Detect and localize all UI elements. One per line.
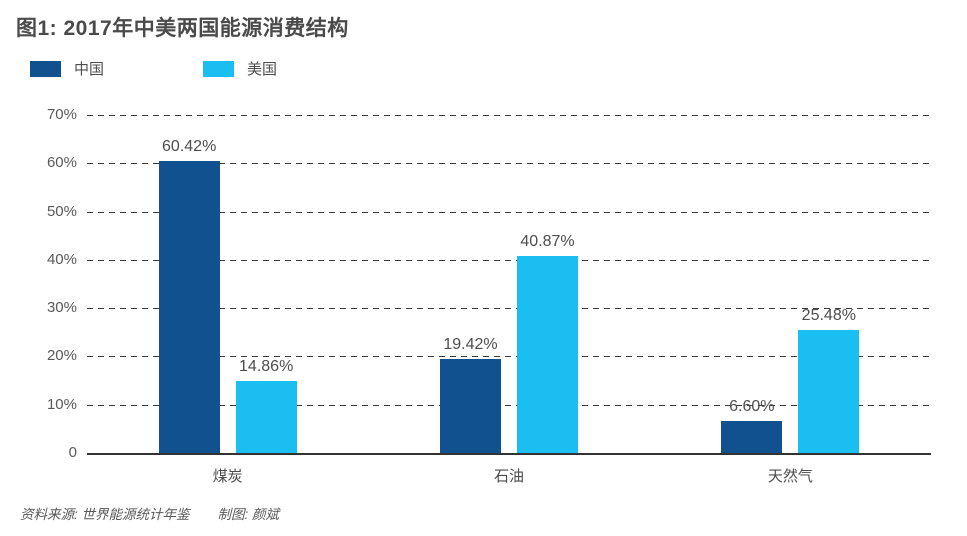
bar-value-label: 60.42% xyxy=(162,138,217,156)
bar-value-label: 6.60% xyxy=(729,398,775,416)
bar-groups: 60.42% 14.86% 19.42% 40.87% 6.60% 25.48% xyxy=(87,115,931,453)
gridline xyxy=(87,356,931,358)
bar-value-label: 40.87% xyxy=(520,232,575,250)
bar-美国-天然气: 25.48% xyxy=(798,307,860,453)
x-axis: 煤炭 石油 天然气 xyxy=(87,466,931,488)
y-tick-label: 40% xyxy=(46,250,77,268)
y-tick-label: 0 xyxy=(68,444,77,461)
legend-swatch xyxy=(203,60,235,77)
gridline xyxy=(87,259,931,261)
gridline xyxy=(87,308,931,310)
y-axis-labels: 70% 60% 50% 40% 30% 20% 10% 0 xyxy=(0,106,77,461)
bar-group-2: 19.42% 40.87% xyxy=(368,115,649,453)
bar-中国-天然气: 6.60% xyxy=(721,398,783,453)
gridline xyxy=(87,404,931,406)
y-tick-label: 20% xyxy=(46,347,77,365)
category-label: 天然气 xyxy=(767,468,813,485)
legend-label: 美国 xyxy=(247,61,278,78)
bar-中国-石油: 19.42% xyxy=(439,336,501,453)
gridline xyxy=(87,163,931,165)
category-label: 煤炭 xyxy=(212,468,243,485)
footer: 资料来源: 世界能源统计年鉴 制图: 颜斌 xyxy=(20,503,279,523)
gridline xyxy=(87,211,931,213)
legend: 中国 美国 xyxy=(30,58,277,79)
credit-text: 制图: 颜斌 xyxy=(217,507,280,522)
y-tick-label: 50% xyxy=(46,202,77,220)
gridline xyxy=(87,115,931,116)
bar-value-label: 25.48% xyxy=(801,306,856,324)
chart-title: 图1: 2017年中美两国能源消费结构 xyxy=(16,17,349,40)
y-tick-label: 60% xyxy=(46,154,77,172)
source-text: 资料来源: 世界能源统计年鉴 xyxy=(20,507,190,522)
legend-item: 中国 xyxy=(30,58,104,79)
bar-value-label: 14.86% xyxy=(239,358,294,376)
y-tick-label: 10% xyxy=(46,395,77,413)
plot-area: 60.42% 14.86% 19.42% 40.87% 6.60% 25.48% xyxy=(87,115,931,455)
legend-label: 中国 xyxy=(74,61,105,78)
category-label: 石油 xyxy=(493,468,524,485)
legend-item: 美国 xyxy=(203,58,277,79)
legend-swatch xyxy=(30,60,61,77)
bar-group-3: 6.60% 25.48% xyxy=(650,115,931,453)
bar-group-1: 60.42% 14.86% xyxy=(87,115,368,453)
y-tick-label: 70% xyxy=(46,106,77,123)
bar-美国-煤炭: 14.86% xyxy=(235,358,297,453)
bar-中国-煤炭: 60.42% xyxy=(158,138,220,453)
bar-value-label: 19.42% xyxy=(443,336,498,354)
y-tick-label: 30% xyxy=(46,299,77,317)
bar-美国-石油: 40.87% xyxy=(516,233,578,453)
